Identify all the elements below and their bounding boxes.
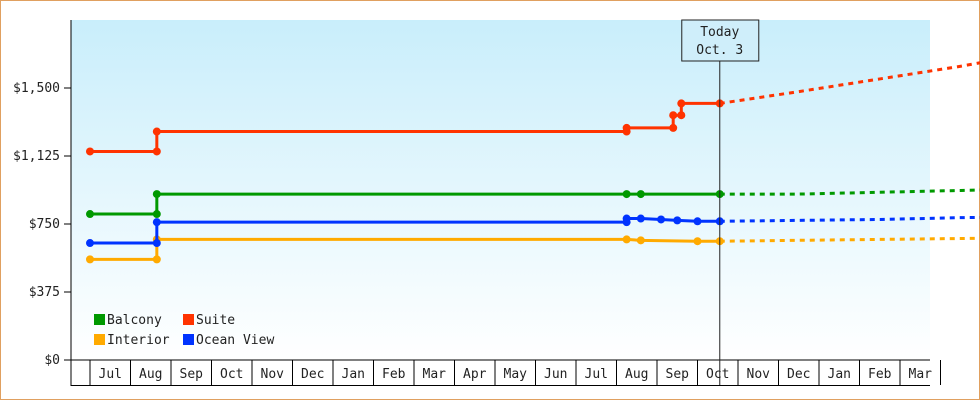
forecast-line-suite [719, 61, 980, 105]
data-point-suite [152, 147, 161, 156]
data-point-balcony [622, 190, 631, 199]
x-tick-label: Jun [544, 367, 567, 382]
series-line-balcony [90, 192, 720, 216]
x-tick-label: Jul [99, 367, 122, 382]
data-point-suite [677, 99, 686, 108]
y-tick-label: $750 [29, 217, 60, 232]
y-tick-label: $1,125 [13, 149, 60, 164]
data-point-ocean-view [657, 215, 666, 224]
x-tick-label: Nov [261, 367, 285, 382]
legend-label: Ocean View [196, 333, 274, 348]
data-point-balcony [152, 190, 161, 199]
data-point-ocean-view [693, 217, 702, 226]
legend: Balcony Suite Interior Ocean View [94, 313, 274, 348]
legend-label: Suite [196, 313, 235, 328]
data-point-suite [669, 111, 678, 120]
data-point-suite [669, 123, 678, 132]
legend-item-ocean-view: Ocean View [183, 333, 274, 348]
forecast-line-ocean-view [719, 215, 980, 223]
data-point-ocean-view [86, 239, 94, 248]
forecast-line-balcony [719, 188, 980, 196]
data-point-interior [152, 255, 161, 264]
data-point-ocean-view [622, 214, 631, 223]
legend-label: Interior [107, 333, 170, 348]
data-point-interior [86, 255, 94, 264]
x-tick-label: Aug [139, 367, 162, 382]
x-tick-label: Dec [301, 367, 324, 382]
data-point-ocean-view [152, 239, 161, 248]
today-date: Oct. 3 [696, 43, 743, 58]
series-suite [86, 61, 980, 156]
data-point-interior [622, 235, 631, 244]
legend-swatch [94, 314, 105, 325]
data-point-balcony [86, 210, 94, 219]
x-tick-label: Aug [625, 367, 648, 382]
data-point-suite [86, 147, 94, 156]
plot-background [71, 20, 930, 360]
x-tick-label: Jan [828, 367, 851, 382]
x-tick-label: Apr [463, 367, 487, 382]
x-tick-label: Mar [909, 367, 933, 382]
x-tick-label: Oct [706, 367, 729, 382]
data-point-balcony [636, 190, 645, 199]
series-ocean-view [86, 214, 980, 248]
legend-item-interior: Interior [94, 333, 170, 348]
series-layer [86, 61, 980, 264]
x-tick-label: Oct [220, 367, 243, 382]
y-tick-label: $0 [44, 353, 60, 368]
y-tick-label: $375 [29, 285, 60, 300]
series-line-suite [90, 101, 720, 153]
series-balcony [86, 188, 980, 219]
legend-swatch [183, 314, 194, 325]
data-point-ocean-view [673, 216, 682, 225]
series-line-ocean-view [90, 217, 720, 245]
legend-item-suite: Suite [183, 313, 235, 328]
today-box [681, 19, 760, 62]
x-tick-label: Jul [585, 367, 608, 382]
data-point-suite [622, 123, 631, 132]
x-tick-label: Sep [666, 367, 690, 382]
axes: $0 $375 $750 $1,125 $1,500 Jul Aug Sep Oct Nov Dec… [13, 20, 941, 386]
legend-item-balcony: Balcony [94, 313, 162, 328]
today-marker: Today Oct. 3 [681, 19, 760, 385]
data-point-interior [693, 237, 702, 246]
x-tick-label: May [504, 367, 528, 382]
x-tick-label: Mar [423, 367, 447, 382]
y-tick-label: $1,500 [13, 81, 60, 96]
data-point-suite [152, 127, 161, 136]
data-point-ocean-view [152, 218, 161, 227]
forecast-line-interior [719, 236, 980, 243]
data-point-interior [636, 236, 645, 245]
legend-swatch [183, 334, 194, 345]
x-tick-label: Feb [868, 367, 892, 382]
legend-label: Balcony [107, 313, 162, 328]
data-point-balcony [152, 210, 161, 219]
x-tick-label: Sep [180, 367, 204, 382]
x-tick-label: Dec [787, 367, 810, 382]
x-tick-label: Jan [342, 367, 365, 382]
legend-swatch [94, 334, 105, 345]
data-point-ocean-view [636, 214, 645, 223]
data-point-suite [677, 111, 686, 120]
x-tick-label: Nov [747, 367, 771, 382]
x-tick-label: Feb [382, 367, 406, 382]
today-label: Today [700, 25, 739, 40]
